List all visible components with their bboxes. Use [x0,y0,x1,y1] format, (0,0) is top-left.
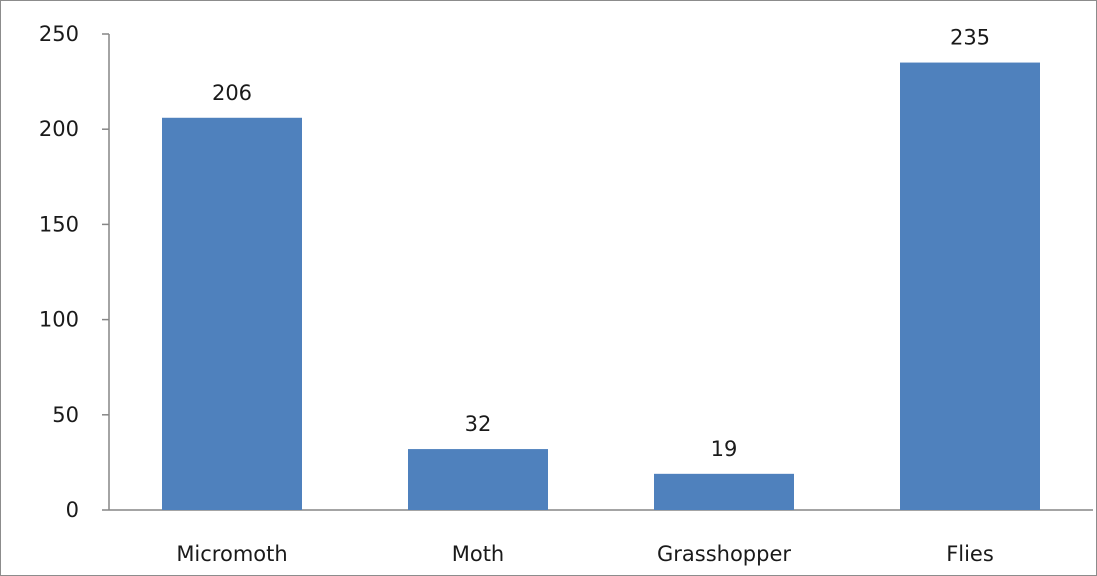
x-category-label: Moth [452,542,505,566]
bar-micromoth [162,117,302,510]
bars [162,62,1040,511]
y-tick-label: 0 [66,498,79,522]
bar-flies [900,62,1040,511]
x-category-label: Flies [946,542,994,566]
y-tick-label: 100 [39,308,79,332]
y-tick-label: 50 [52,403,79,427]
data-label: 206 [212,81,252,105]
bar-grasshopper [654,473,794,510]
y-tick-label: 200 [39,117,79,141]
y-tick-label: 150 [39,212,79,236]
x-category-label: Micromoth [176,542,287,566]
data-label: 235 [950,26,990,50]
x-category-label: Grasshopper [657,542,791,566]
data-label: 19 [711,437,738,461]
bar-moth [408,449,548,510]
y-tick-label: 250 [39,22,79,46]
labels: 0 50 100 150 200 250 206 Micromoth 32 Moth 19 Grass… [39,22,994,566]
data-label: 32 [465,412,492,436]
